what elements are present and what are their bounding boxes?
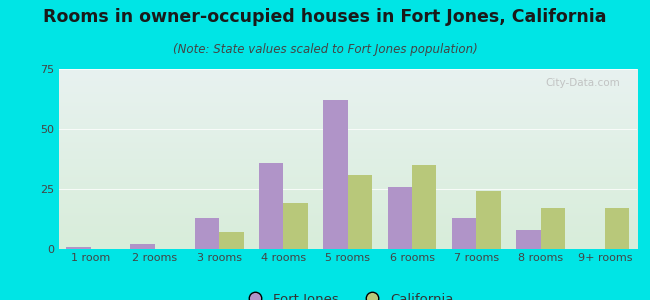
Bar [131,244,155,249]
Bar [195,218,219,249]
Bar [452,218,476,249]
Bar [387,187,412,249]
Bar [541,208,565,249]
Bar [259,163,283,249]
Legend: Fort Jones, California: Fort Jones, California [237,287,459,300]
Text: (Note: State values scaled to Fort Jones population): (Note: State values scaled to Fort Jones… [173,44,477,56]
Bar [283,203,308,249]
Text: Rooms in owner-occupied houses in Fort Jones, California: Rooms in owner-occupied houses in Fort J… [44,8,606,26]
Text: City-Data.com: City-Data.com [545,78,619,88]
Bar [323,100,348,249]
Bar [476,191,500,249]
Bar [348,175,372,249]
Bar [412,165,436,249]
Bar [605,208,629,249]
Bar [516,230,541,249]
Bar [66,247,90,249]
Bar [219,232,244,249]
